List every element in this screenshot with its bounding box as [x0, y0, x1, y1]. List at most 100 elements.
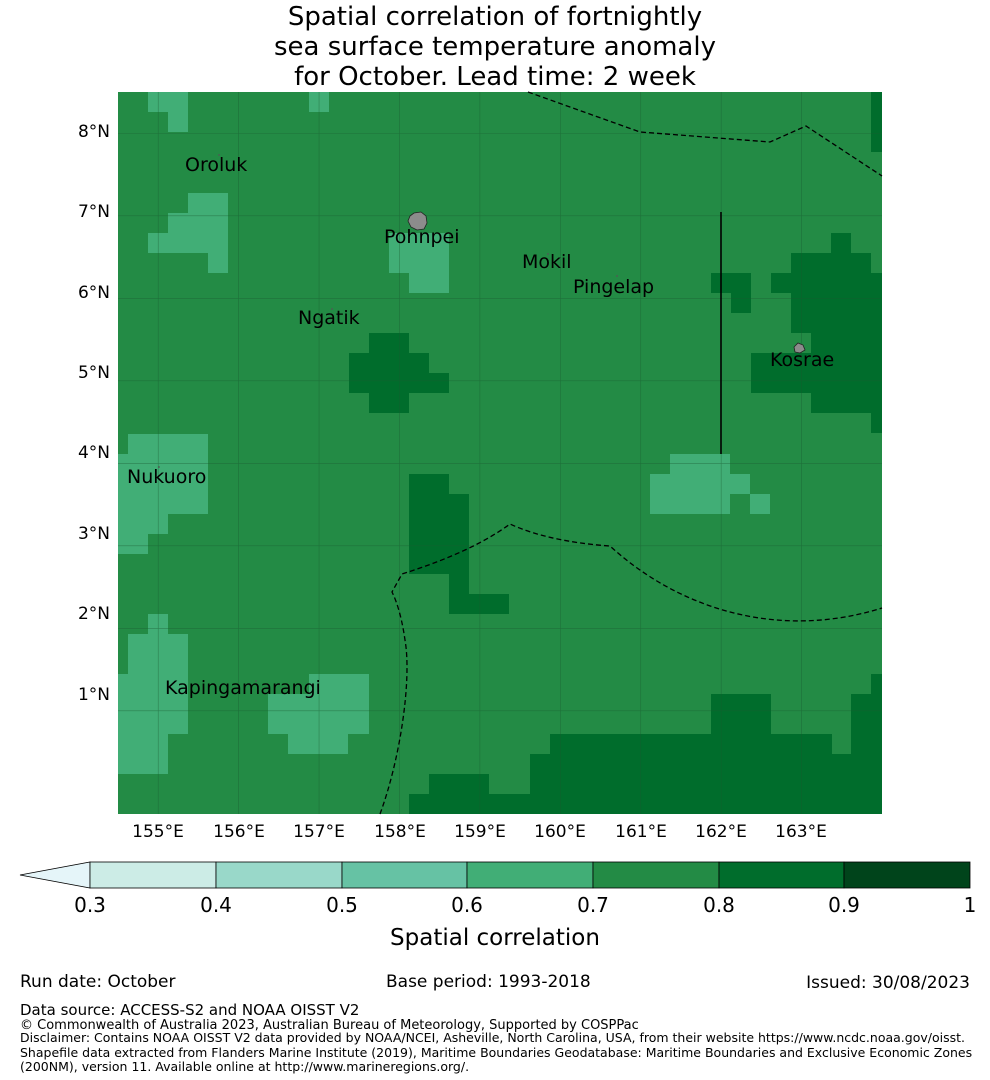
correlation-cells-dark — [349, 92, 882, 814]
map-background — [118, 92, 882, 814]
cell-kosrae-c — [771, 273, 882, 293]
cell-kosrae-d — [791, 293, 882, 333]
cell-oroluk-north-a — [148, 92, 188, 112]
lat-tick-7: 7°N — [78, 202, 110, 222]
cell-south-d — [550, 734, 832, 754]
cbar-tick-1: 1 — [964, 893, 977, 917]
label-pohnpei: Pohnpei — [384, 226, 460, 248]
cell-kapinga-e — [309, 674, 369, 694]
cell-line-a — [711, 273, 751, 293]
longitude-axis: 155°E 156°E 157°E 158°E 159°E 160°E 161°… — [132, 822, 827, 842]
map-panel: Oroluk Pohnpei Mokil Pingelap Ngatik Kos… — [118, 91, 883, 815]
lon-tick-155: 155°E — [132, 822, 184, 842]
lon-tick-162: 162°E — [695, 822, 747, 842]
label-oroluk: Oroluk — [185, 154, 247, 176]
colorbar-bin-0.9-1 — [843, 861, 971, 889]
kosrae-island — [793, 342, 806, 354]
cell-pohnpei-a — [389, 233, 449, 273]
cbar-tick-0.7: 0.7 — [577, 893, 609, 917]
eez-south-boundary — [379, 523, 883, 815]
cell-south-c — [851, 694, 882, 734]
cell-center-b — [409, 494, 469, 574]
cell-center-c — [449, 574, 469, 594]
cell-oroluk-south-a — [188, 193, 228, 213]
cell-center-a — [409, 474, 449, 494]
cell-nukuoro-b — [118, 454, 128, 534]
label-ngatik: Ngatik — [298, 307, 360, 329]
label-kapingamarangi: Kapingamarangi — [165, 677, 321, 699]
colorbar-bin-0.8-0.9 — [718, 861, 845, 889]
lat-tick-3: 3°N — [78, 524, 110, 544]
cbar-tick-0.5: 0.5 — [326, 893, 358, 917]
lat-tick-2: 2°N — [78, 604, 110, 624]
lat-tick-5: 5°N — [78, 363, 110, 383]
lon-tick-156: 156°E — [213, 822, 265, 842]
cell-kapinga-f — [268, 694, 369, 734]
colorbar-bin-0.3-0.4 — [89, 861, 217, 889]
map-title: Spatial correlation of fortnightly sea s… — [200, 2, 790, 92]
cell-kosrae-h — [871, 413, 882, 433]
cbar-tick-0.8: 0.8 — [703, 893, 735, 917]
label-nukuoro: Nukuoro — [127, 466, 206, 488]
base-period: Base period: 1993-2018 — [386, 972, 591, 992]
cell-kapinga-c — [118, 674, 188, 734]
lon-tick-160: 160°E — [534, 822, 586, 842]
cell-nukuoro-a — [128, 434, 208, 514]
cell-oroluk-south-b — [168, 213, 228, 233]
colorbar-bin-0.7-0.8 — [592, 861, 720, 889]
cell-kapinga-d — [118, 734, 168, 774]
cell-ngatik-b — [349, 353, 429, 373]
gridlines — [118, 92, 882, 814]
cell-pohnpei-b — [409, 273, 449, 293]
colorbar-extend-arrow — [19, 861, 91, 889]
colorbar — [19, 861, 971, 889]
kapinga-atoll — [255, 680, 257, 682]
cell-oroluk-south-d — [208, 253, 228, 273]
data-source: Data source: ACCESS-S2 and NOAA OISST V2 — [20, 1001, 360, 1019]
pingelap-atoll — [616, 275, 618, 277]
cell-kosrae-b — [791, 253, 871, 273]
mokil-atoll — [547, 253, 549, 255]
lon-tick-159: 159°E — [454, 822, 506, 842]
issued-date: Issued: 30/08/2023 — [806, 973, 970, 993]
cell-line-b — [731, 293, 751, 313]
cell-oroluk-north-b — [168, 112, 188, 132]
lon-tick-163: 163°E — [775, 822, 827, 842]
run-date: Run date: October — [20, 972, 176, 992]
cell-east-d — [750, 494, 770, 514]
lat-tick-1: 1°N — [78, 685, 110, 705]
cell-east-b — [650, 474, 750, 494]
place-labels: Oroluk Pohnpei Mokil Pingelap Ngatik Kos… — [127, 154, 834, 699]
cell-south-e — [851, 734, 882, 754]
cell-oroluk-south-c — [148, 233, 228, 253]
title-line-3: for October. Lead time: 2 week — [294, 62, 696, 92]
colorbar-bin-0.5-0.6 — [341, 861, 468, 889]
cell-kosrae-g — [811, 393, 882, 413]
cell-kosrae-a — [831, 233, 851, 253]
cell-ngatik-a — [369, 333, 409, 353]
latitude-axis: 1°N 2°N 3°N 4°N 5°N 6°N 7°N 8°N — [78, 122, 110, 705]
cbar-tick-0.9: 0.9 — [828, 893, 860, 917]
cell-nukuoro-d — [118, 534, 148, 554]
cell-nukuoro-c — [128, 514, 168, 534]
cbar-tick-0.6: 0.6 — [451, 893, 483, 917]
cell-east-a — [670, 454, 730, 474]
lat-tick-4: 4°N — [78, 443, 110, 463]
cell-east-c — [650, 494, 730, 514]
ngatik-atoll — [331, 308, 333, 310]
cell-kapinga-g — [288, 734, 348, 754]
islands — [158, 154, 806, 682]
correlation-map: Oroluk Pohnpei Mokil Pingelap Ngatik Kos… — [19, 91, 977, 951]
eez-north-boundary — [527, 91, 883, 177]
label-mokil: Mokil — [522, 251, 572, 273]
cell-kosrae-e — [811, 333, 882, 353]
cell-south-a — [871, 674, 882, 694]
cell-ngatik-c — [349, 373, 449, 393]
lat-tick-6: 6°N — [78, 283, 110, 303]
cell-ne-edge-a — [871, 92, 882, 152]
cell-center-d — [449, 594, 509, 614]
lon-tick-161: 161°E — [615, 822, 667, 842]
title-line-2: sea surface temperature anomaly — [274, 32, 716, 62]
lon-tick-158: 158°E — [374, 822, 426, 842]
nukuoro-atoll — [158, 466, 160, 468]
